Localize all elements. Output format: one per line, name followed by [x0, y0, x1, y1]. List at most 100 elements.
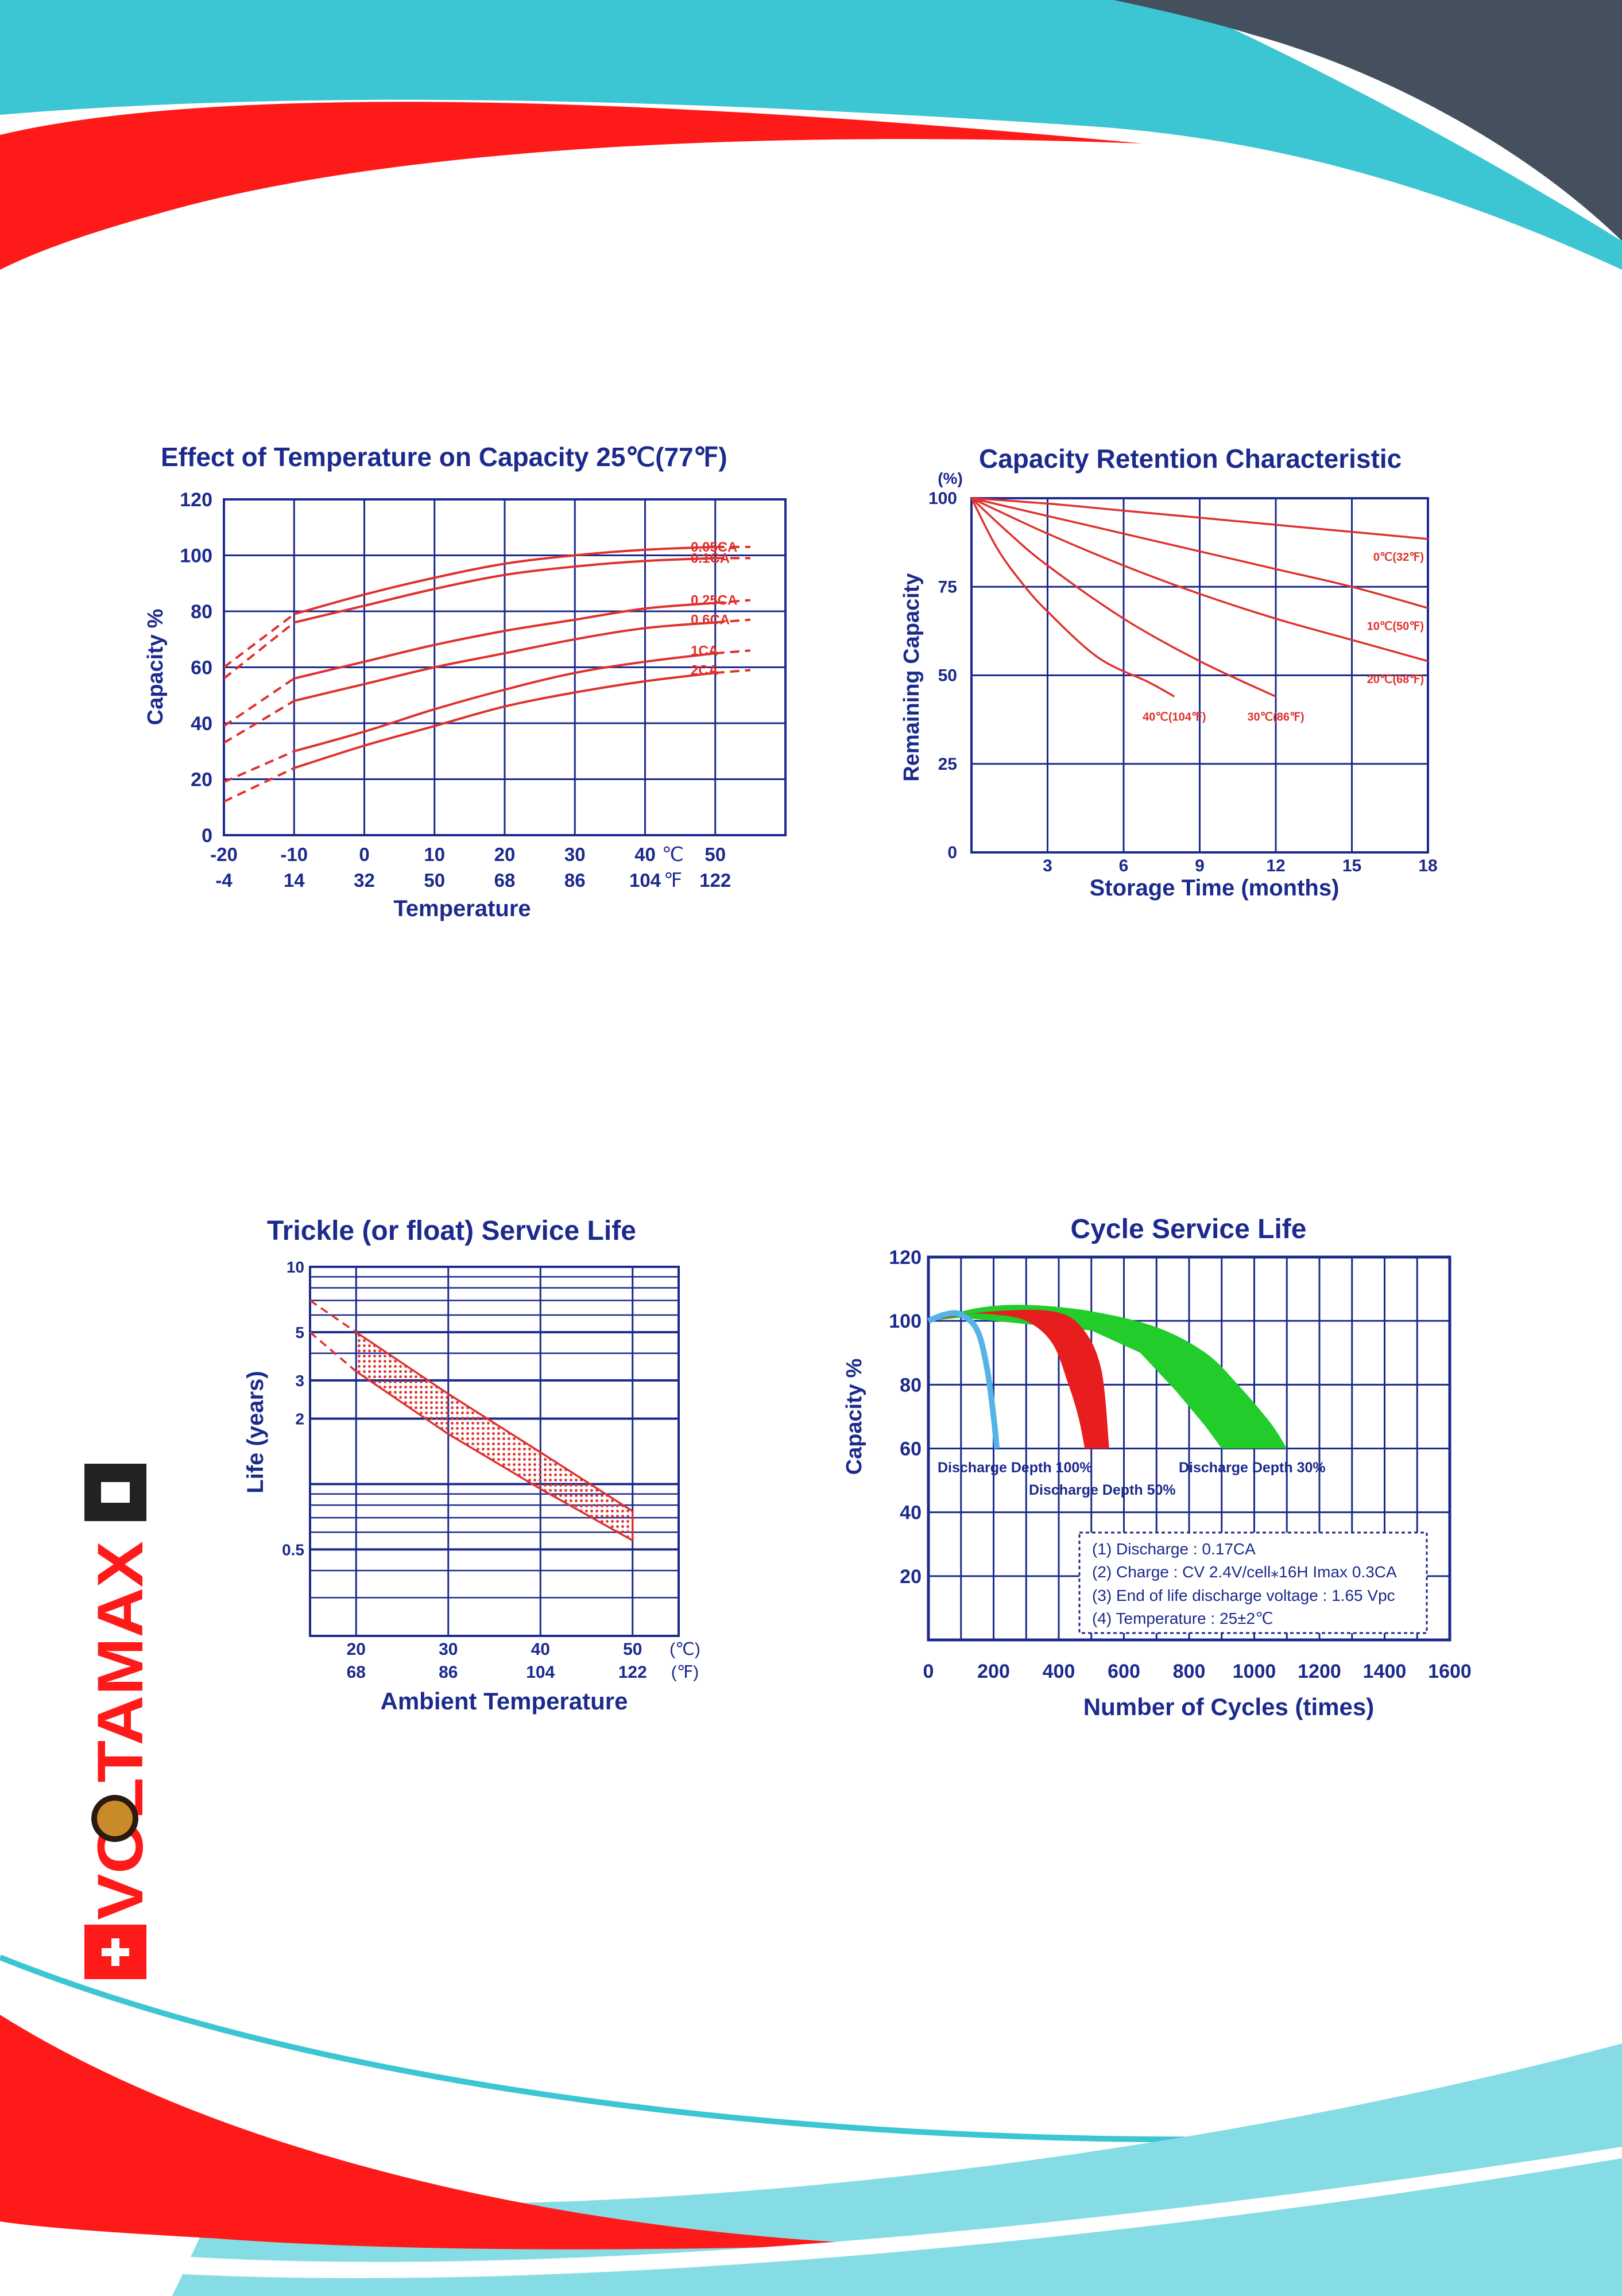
y-tick-label: 10	[287, 1258, 304, 1276]
y-tick-label: 50	[938, 666, 957, 685]
y-tick-label: 100	[180, 545, 212, 567]
x-tick-label-c: 50	[704, 844, 726, 865]
x-tick-label-f: 86	[564, 870, 586, 891]
y-axis-label: Life (years)	[243, 1371, 268, 1493]
series-line-low-temp-dashed	[223, 700, 295, 744]
note-end-voltage: (3) End of life discharge voltage : 1.65…	[1092, 1587, 1395, 1604]
series-line-high-temp-dashed	[715, 618, 751, 624]
series-label: 1CA	[691, 643, 718, 658]
series-label: 0.1CA	[691, 550, 730, 566]
series-line-low-temp-dashed	[223, 767, 295, 803]
x-tick-label-f: -4	[215, 870, 233, 891]
chart-title: Effect of Temperature on Capacity 25℃(77…	[161, 442, 727, 472]
life-band	[309, 1300, 634, 1542]
header-decoration	[0, 0, 1622, 270]
logo-wordmark: VOLTAMAX	[84, 1541, 156, 1920]
tick-labels: 0.5 2 3 5 10 20 30 40 50 68 86 104 122	[282, 1258, 647, 1682]
x-axis-label: Storage Time (months)	[1090, 875, 1340, 901]
y-tick-label: 20	[191, 769, 212, 791]
series-label: Discharge Depth 100%	[938, 1460, 1093, 1476]
x-tick-label-c: 30	[564, 844, 586, 865]
y-tick-label: 0	[947, 843, 957, 862]
series-line-high-temp-dashed	[715, 669, 751, 674]
x-tick-label: 1400	[1363, 1661, 1407, 1682]
logo-top-bar	[101, 1482, 130, 1503]
x-tick-label: 6	[1119, 856, 1129, 875]
lower-bound-dashed	[309, 1331, 357, 1372]
y-tick-label: 20	[900, 1566, 922, 1588]
x-tick-label-c: 20	[347, 1640, 366, 1659]
x-tick-label-c: 50	[623, 1640, 642, 1659]
x-tick-label-f: 104	[629, 870, 661, 891]
y-tick-label: 80	[900, 1374, 922, 1396]
tick-labels: 0 20 40 60 80 100 120 -20 -10 0 10 20 30 40 50 -4 14 32 50…	[180, 489, 731, 891]
x-axis-label: Ambient Temperature	[381, 1688, 628, 1715]
series-line-low-temp-dashed	[223, 621, 295, 680]
notes-box: (1) Discharge : 0.17CA (2) Charge : CV 2…	[1078, 1531, 1428, 1634]
x-tick-label: 600	[1108, 1661, 1140, 1682]
x-tick-label: 1600	[1428, 1661, 1472, 1682]
x-tick-label-f: 68	[347, 1663, 366, 1682]
lower-bound-line	[355, 1370, 633, 1542]
y-tick-label: 5	[295, 1324, 304, 1341]
chart-title: Cycle Service Life	[1071, 1214, 1307, 1244]
x-tick-label-c: 30	[439, 1640, 458, 1659]
header-teal-band	[0, 0, 1622, 270]
x-axis-label: Number of Cycles (times)	[1083, 1693, 1374, 1720]
footer-decoration	[0, 1954, 1622, 2296]
x-tick-label-c: 10	[424, 844, 445, 865]
series-line	[293, 672, 716, 769]
x-tick-label-c: 20	[494, 844, 516, 865]
series-label: 0℃(32℉)	[1373, 551, 1424, 564]
series-line-depth-100	[927, 1310, 1000, 1449]
y-tick-label: 3	[295, 1372, 304, 1390]
upper-bound-line	[355, 1331, 633, 1512]
x-tick-label-c: -10	[280, 844, 308, 865]
series-line	[970, 498, 1175, 698]
y-tick-label: 2	[295, 1410, 304, 1428]
series-line	[293, 621, 715, 702]
series-lines: 0℃(32℉) 10℃(50℉) 20℃(68℉) 30℃(86℉) 40℃(104℉)	[970, 497, 1429, 724]
footer-red-swoosh	[0, 2015, 878, 2250]
x-tick-label: 800	[1173, 1661, 1206, 1682]
x-tick-label-c: 40	[634, 844, 656, 865]
upper-bound-dashed	[309, 1300, 357, 1333]
x-tick-label-c: -20	[210, 844, 238, 865]
y-tick-label: 0.5	[282, 1541, 304, 1558]
series-line	[970, 497, 1276, 698]
series-label: 10℃(50℉)	[1367, 620, 1424, 633]
x-tick-label: 200	[977, 1661, 1010, 1682]
logo-globe-icon	[91, 1795, 138, 1842]
x-unit-c: ℃	[662, 844, 684, 866]
note-discharge: (1) Discharge : 0.17CA	[1092, 1540, 1256, 1558]
life-band-area	[356, 1332, 633, 1541]
series-line	[293, 652, 716, 753]
x-tick-label-f: 122	[618, 1663, 647, 1682]
y-tick-label: 120	[889, 1247, 922, 1269]
logo-plus-v	[111, 1938, 119, 1966]
y-axis-label: Capacity %	[842, 1359, 866, 1475]
y-unit: (%)	[938, 470, 963, 487]
series-label: 2CA	[691, 662, 718, 678]
x-tick-label-f: 32	[354, 870, 375, 891]
header-red-swoosh	[0, 102, 1143, 270]
brand-logo: VOLTAMAX	[84, 1464, 156, 1979]
series-label: 30℃(86℉)	[1247, 711, 1304, 724]
grid	[224, 499, 785, 835]
series-area-depth-50	[928, 1309, 1109, 1449]
series-label: 0.25CA	[691, 593, 737, 608]
series-line	[293, 557, 715, 624]
series-label: 0.6CA	[691, 612, 730, 628]
x-tick-label: 18	[1418, 856, 1437, 875]
y-axis-label: Capacity %	[144, 609, 168, 726]
x-tick-label: 0	[923, 1661, 934, 1682]
y-tick-label: 75	[938, 577, 957, 596]
series-label: 20℃(68℉)	[1367, 673, 1424, 686]
series-areas: Discharge Depth 100% Discharge Depth 50%D…	[927, 1305, 1326, 1498]
x-tick-label-c: 0	[359, 844, 369, 865]
x-tick-label: 1000	[1233, 1661, 1276, 1682]
tick-labels: 0 25 50 75 100 3 6 9 12 15 18	[928, 489, 1438, 875]
footer-teal-line	[0, 1954, 1622, 2143]
y-tick-label: 25	[938, 755, 957, 774]
